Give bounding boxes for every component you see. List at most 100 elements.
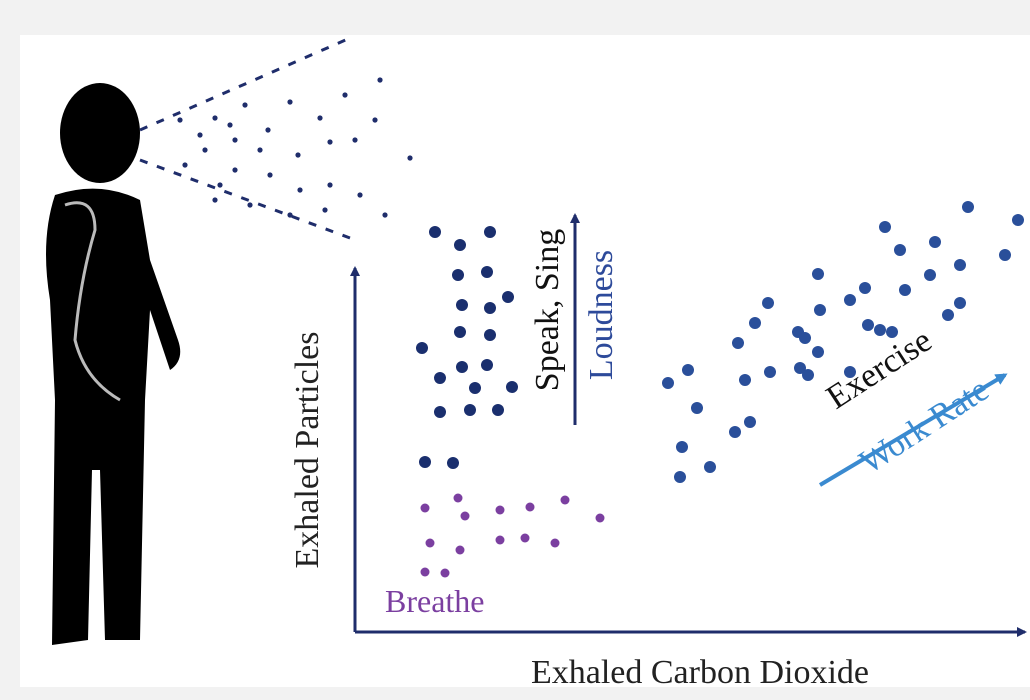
dot <box>382 212 387 217</box>
dot <box>812 346 824 358</box>
dot <box>456 546 465 555</box>
dot <box>212 197 217 202</box>
group-label: Breathe <box>385 583 485 619</box>
dot <box>954 259 966 271</box>
dot <box>942 309 954 321</box>
dot <box>676 441 688 453</box>
dot <box>469 382 481 394</box>
dot <box>496 506 505 515</box>
x-axis-label: Exhaled Carbon Dioxide <box>531 654 869 691</box>
dot <box>874 324 886 336</box>
dot <box>217 182 222 187</box>
dot <box>799 332 811 344</box>
dot <box>662 377 674 389</box>
dot <box>502 291 514 303</box>
dot <box>526 503 535 512</box>
dot <box>177 117 182 122</box>
dot <box>739 374 751 386</box>
dot <box>492 404 504 416</box>
dot <box>227 122 232 127</box>
dot <box>894 244 906 256</box>
dot <box>862 319 874 331</box>
dot <box>327 182 332 187</box>
dot <box>322 207 327 212</box>
dot <box>434 372 446 384</box>
dot <box>295 152 300 157</box>
dot <box>287 212 292 217</box>
dot <box>596 514 605 523</box>
dot <box>327 139 332 144</box>
dot <box>764 366 776 378</box>
dot <box>481 359 493 371</box>
dot <box>247 202 252 207</box>
dot <box>674 471 686 483</box>
dot <box>297 187 302 192</box>
dot <box>452 269 464 281</box>
dot <box>844 294 856 306</box>
dot <box>464 404 476 416</box>
page: Exhaled Particles Exhaled Carbon Dioxide… <box>0 0 1030 700</box>
dot <box>802 369 814 381</box>
dot <box>242 102 247 107</box>
dot <box>202 147 207 152</box>
dot <box>814 304 826 316</box>
dot <box>456 361 468 373</box>
dot <box>352 137 357 142</box>
dot <box>879 221 891 233</box>
dot <box>429 226 441 238</box>
dot <box>357 192 362 197</box>
dot <box>551 539 560 548</box>
dot <box>521 534 530 543</box>
dot <box>426 539 435 548</box>
dot <box>257 147 262 152</box>
dot <box>496 536 505 545</box>
dot <box>182 162 187 167</box>
dot <box>484 302 496 314</box>
dot <box>1012 214 1024 226</box>
dot <box>456 299 468 311</box>
dot <box>416 342 428 354</box>
dot <box>232 167 237 172</box>
dot <box>317 115 322 120</box>
dot <box>691 402 703 414</box>
dot <box>454 239 466 251</box>
dot <box>729 426 741 438</box>
dot <box>197 132 202 137</box>
dot <box>419 456 431 468</box>
dot <box>506 381 518 393</box>
dot <box>232 137 237 142</box>
dot <box>812 268 824 280</box>
dot <box>372 117 377 122</box>
dot <box>732 337 744 349</box>
dot <box>461 512 470 521</box>
figure: Exhaled Particles Exhaled Carbon Dioxide… <box>0 0 1030 700</box>
dot <box>377 77 382 82</box>
dot <box>762 297 774 309</box>
dot <box>954 297 966 309</box>
dot <box>744 416 756 428</box>
y-axis-label: Exhaled Particles <box>289 332 326 569</box>
dot <box>421 504 430 513</box>
arrow-label: Loudness <box>583 250 620 380</box>
dot <box>454 494 463 503</box>
dot <box>441 569 450 578</box>
dot <box>561 496 570 505</box>
dot <box>704 461 716 473</box>
dot <box>859 282 871 294</box>
dot <box>407 155 412 160</box>
dot <box>212 115 217 120</box>
dot <box>484 226 496 238</box>
dot <box>267 172 272 177</box>
dot <box>481 266 493 278</box>
dot <box>265 127 270 132</box>
dot <box>929 236 941 248</box>
dot <box>434 406 446 418</box>
dot <box>421 568 430 577</box>
dot <box>287 99 292 104</box>
dot <box>682 364 694 376</box>
dot <box>454 326 466 338</box>
dot <box>924 269 936 281</box>
dot <box>962 201 974 213</box>
dot <box>447 457 459 469</box>
dot <box>899 284 911 296</box>
